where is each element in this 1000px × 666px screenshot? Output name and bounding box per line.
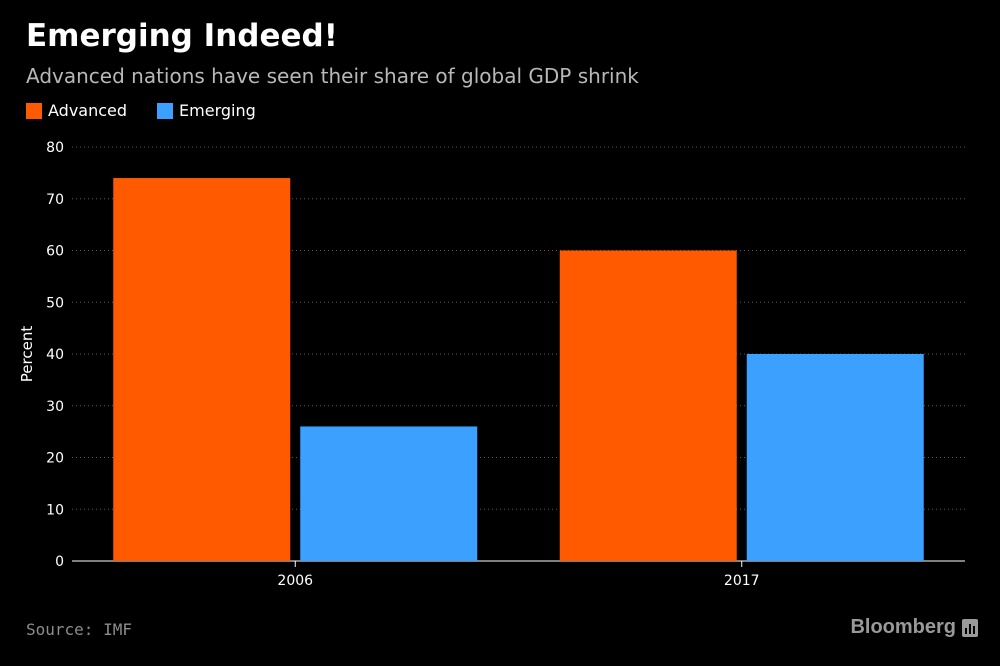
legend-swatch-advanced: [26, 102, 42, 119]
y-tick-label-70: 70: [46, 192, 64, 208]
legend-item-advanced: Advanced: [26, 101, 127, 120]
y-tick-label-0: 0: [55, 554, 64, 570]
legend-item-emerging: Emerging: [157, 101, 256, 120]
chart-title: Emerging Indeed!: [26, 18, 338, 54]
legend-label-advanced: Advanced: [48, 101, 128, 120]
y-axis-label: Percent: [18, 326, 36, 383]
y-tick-label-60: 60: [46, 244, 64, 260]
chart-subtitle: Advanced nations have seen their share o…: [26, 64, 639, 88]
y-tick-label-10: 10: [46, 502, 64, 518]
bar-advanced-2006: [113, 178, 291, 562]
x-tick-label-2017: 2017: [724, 573, 760, 589]
x-tick-label-2006: 2006: [277, 573, 313, 589]
y-tick-label-30: 30: [46, 399, 64, 415]
source-note: Source: IMF: [26, 620, 132, 639]
bar-advanced-2017: [559, 250, 737, 561]
bloomberg-icon: [962, 618, 978, 637]
legend-swatch-emerging: [157, 102, 174, 119]
legend: Advanced Emerging: [26, 101, 286, 120]
brand-name: Bloomberg: [850, 616, 956, 638]
legend-label-emerging: Emerging: [179, 101, 256, 120]
brand-logo: Bloomberg: [850, 616, 978, 639]
bar-emerging-2017: [746, 354, 924, 561]
y-tick-label-20: 20: [46, 451, 64, 467]
y-tick-label-50: 50: [46, 295, 64, 311]
y-tick-label-40: 40: [46, 347, 64, 363]
y-tick-label-80: 80: [46, 140, 64, 156]
bar-emerging-2006: [300, 426, 478, 561]
